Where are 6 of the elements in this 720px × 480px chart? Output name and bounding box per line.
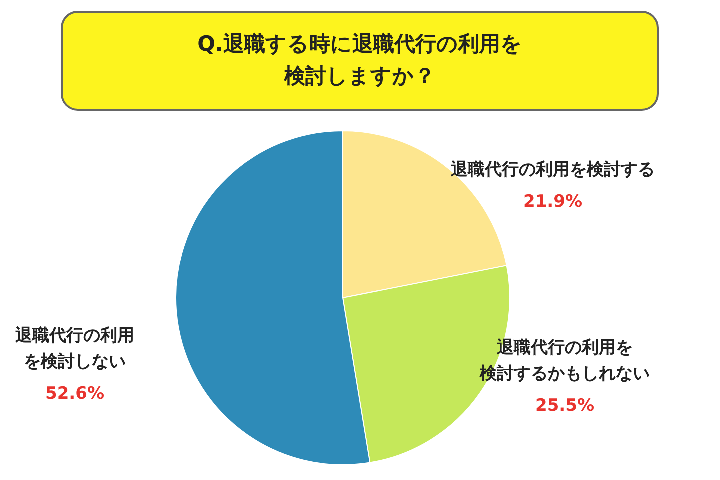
data-label: 25.5% [536,396,594,416]
slice-label: 退職代行の利用を検討する [450,160,655,180]
data-label: 52.6% [46,384,104,404]
slice-label: 退職代行の利用を検討しない [14,326,134,372]
data-label: 21.9% [524,192,582,212]
chart-title: Q.退職する時に退職代行の利用を検討しますか？ [198,32,522,88]
